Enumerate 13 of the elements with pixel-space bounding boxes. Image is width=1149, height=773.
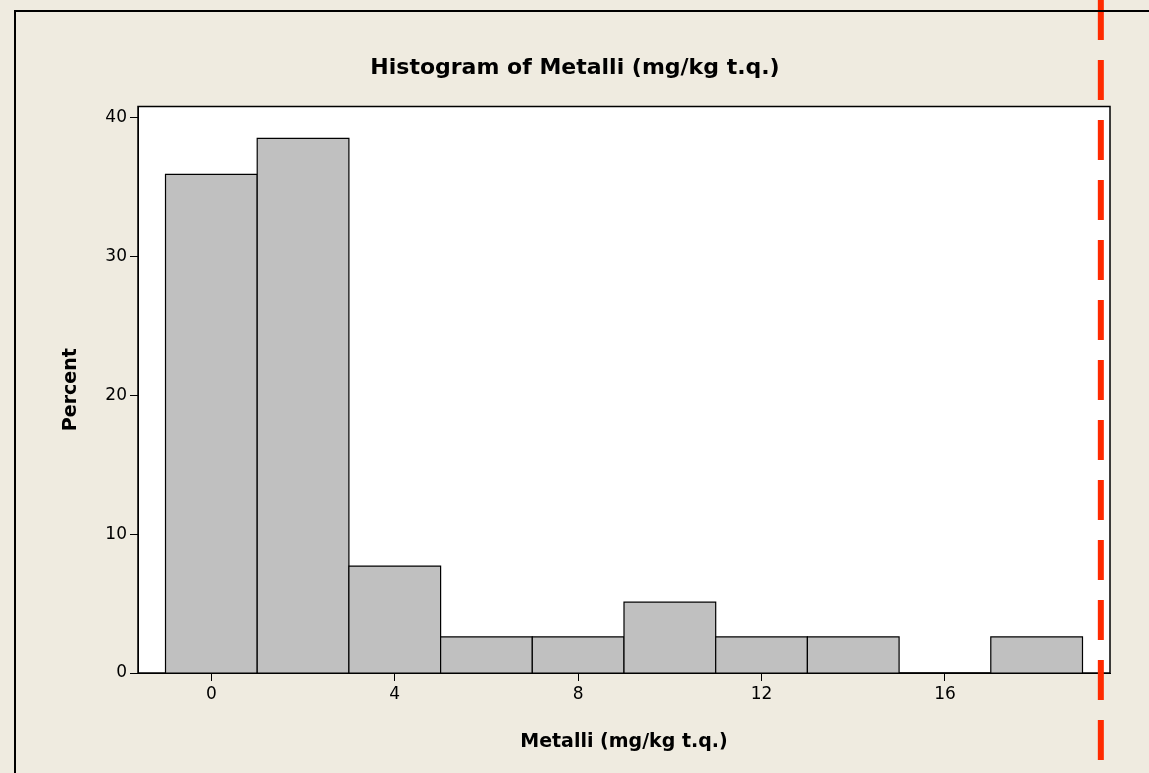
x-axis-title: Metalli (mg/kg t.q.) xyxy=(520,728,728,751)
x-tick-label: 0 xyxy=(205,682,217,703)
x-tick-label: 16 xyxy=(934,682,956,703)
y-tick-label: 30 xyxy=(105,244,127,265)
x-tick-label: 4 xyxy=(389,682,401,703)
y-tick-label: 20 xyxy=(105,383,127,404)
y-axis-title: Percent xyxy=(58,348,81,432)
x-tick-label: 8 xyxy=(572,682,584,703)
y-tick-label: 10 xyxy=(105,522,127,543)
y-tick-label: 0 xyxy=(116,661,127,682)
chart-title: Histogram of Metalli (mg/kg t.q.) xyxy=(370,53,780,79)
y-tick-label: 40 xyxy=(105,105,127,126)
x-tick-label: 12 xyxy=(750,682,773,703)
